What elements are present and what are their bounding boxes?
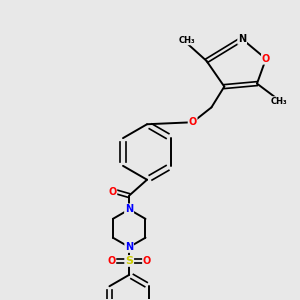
Text: O: O xyxy=(108,187,116,196)
Text: S: S xyxy=(125,256,133,266)
Text: O: O xyxy=(107,256,116,266)
Text: O: O xyxy=(143,256,151,266)
Text: CH₃: CH₃ xyxy=(271,97,287,106)
Text: N: N xyxy=(125,242,133,252)
Text: N: N xyxy=(125,204,133,214)
Text: N: N xyxy=(238,34,246,44)
Text: O: O xyxy=(188,117,197,127)
Text: O: O xyxy=(262,54,270,64)
Text: N: N xyxy=(125,204,133,214)
Text: CH₃: CH₃ xyxy=(178,35,195,44)
